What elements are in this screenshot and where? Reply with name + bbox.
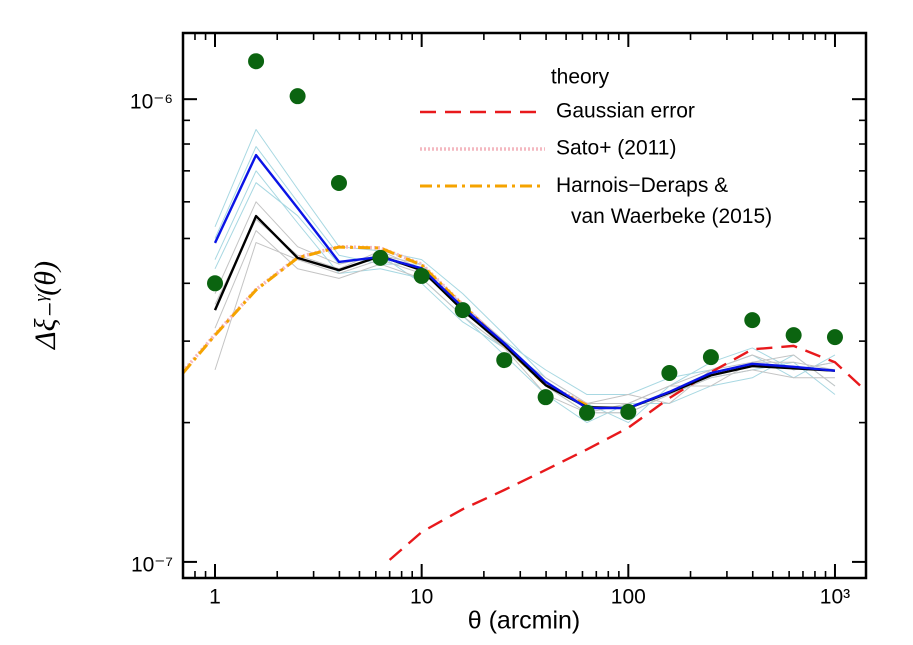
simulation-line (213, 214, 836, 410)
simulation-line (214, 218, 836, 404)
theory-line (183, 245, 588, 407)
x-axis-label: θ (arcmin) (468, 607, 581, 635)
simulation-line (214, 242, 836, 414)
data-point (578, 404, 595, 421)
simulation-line (214, 170, 836, 424)
theory-line (388, 344, 866, 561)
data-point (744, 312, 761, 329)
data-point (620, 403, 637, 420)
simulation-line (213, 153, 836, 410)
frame (181, 31, 868, 580)
y-tick-label: 10⁻⁷ (131, 553, 173, 576)
plot-area (183, 53, 866, 561)
data-point (702, 349, 719, 366)
y-axis-label: Δξ₋ᵞ(θ) (29, 261, 62, 350)
data-point (330, 174, 347, 191)
y-tick-label: 10⁻⁶ (130, 91, 173, 114)
data-point (496, 352, 513, 369)
x-tick-label: 100 (611, 586, 646, 609)
simulation-line (214, 128, 836, 424)
x-tick-label: 1 (209, 586, 221, 609)
legend-title: theory (551, 66, 610, 89)
simulation-line (214, 201, 836, 404)
data-point (537, 389, 554, 406)
x-tick-label: 10³ (820, 586, 850, 609)
simulation-line (214, 230, 835, 414)
data-point (661, 364, 678, 381)
data-point (248, 53, 265, 70)
x-tick-label: 10 (410, 586, 433, 609)
legend: theory Gaussian error Sato+ (2011) Harnois… (420, 66, 772, 228)
data-point (785, 327, 802, 344)
data-point (289, 88, 306, 105)
data-point (826, 329, 843, 346)
legend-label: Gaussian error (556, 100, 695, 123)
legend-label: Harnois−Deraps & van Waerbeke (2015) (556, 174, 772, 228)
data-point (413, 267, 430, 284)
data-point (372, 249, 389, 266)
data-point (207, 275, 224, 292)
simulation-line (214, 146, 836, 396)
axes: 1 10 100 10³ 10⁻⁷ 10⁻⁶ (130, 33, 866, 609)
data-point (454, 302, 471, 319)
legend-label: Sato+ (2011) (556, 137, 676, 160)
